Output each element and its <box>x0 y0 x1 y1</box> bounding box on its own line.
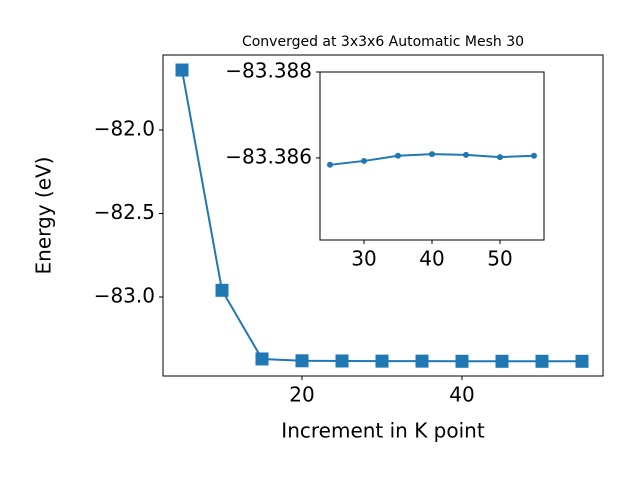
x-axis-label: Increment in K point <box>281 419 485 443</box>
marker <box>463 151 470 158</box>
plot-frame <box>162 54 604 377</box>
marker <box>455 354 469 368</box>
marker <box>295 354 309 368</box>
y-tick-label: −83.388 <box>225 59 312 83</box>
marker <box>360 157 367 164</box>
chart-title: Converged at 3x3x6 Automatic Mesh 30 <box>242 34 524 50</box>
y-tick-label: −83.0 <box>94 284 155 308</box>
x-tick-label: 30 <box>351 247 376 271</box>
marker <box>326 161 333 168</box>
marker <box>575 354 589 368</box>
marker <box>394 152 401 159</box>
marker <box>375 354 389 368</box>
marker <box>215 283 229 297</box>
marker <box>535 354 549 368</box>
y-tick-label: −82.5 <box>94 200 155 224</box>
marker <box>175 63 189 77</box>
marker <box>415 354 429 368</box>
x-tick-label: 40 <box>419 247 444 271</box>
y-axis-label: Energy (eV) <box>32 157 56 275</box>
marker <box>497 154 504 161</box>
marker <box>335 354 349 368</box>
marker <box>429 151 435 158</box>
marker <box>495 354 509 368</box>
marker <box>531 152 538 159</box>
marker <box>255 352 269 366</box>
x-tick-label: 20 <box>289 383 314 407</box>
y-tick-label: −83.386 <box>225 144 312 168</box>
y-tick-label: −82.0 <box>94 116 155 140</box>
x-tick-label: 50 <box>487 247 512 271</box>
x-tick-label: 40 <box>449 383 474 407</box>
